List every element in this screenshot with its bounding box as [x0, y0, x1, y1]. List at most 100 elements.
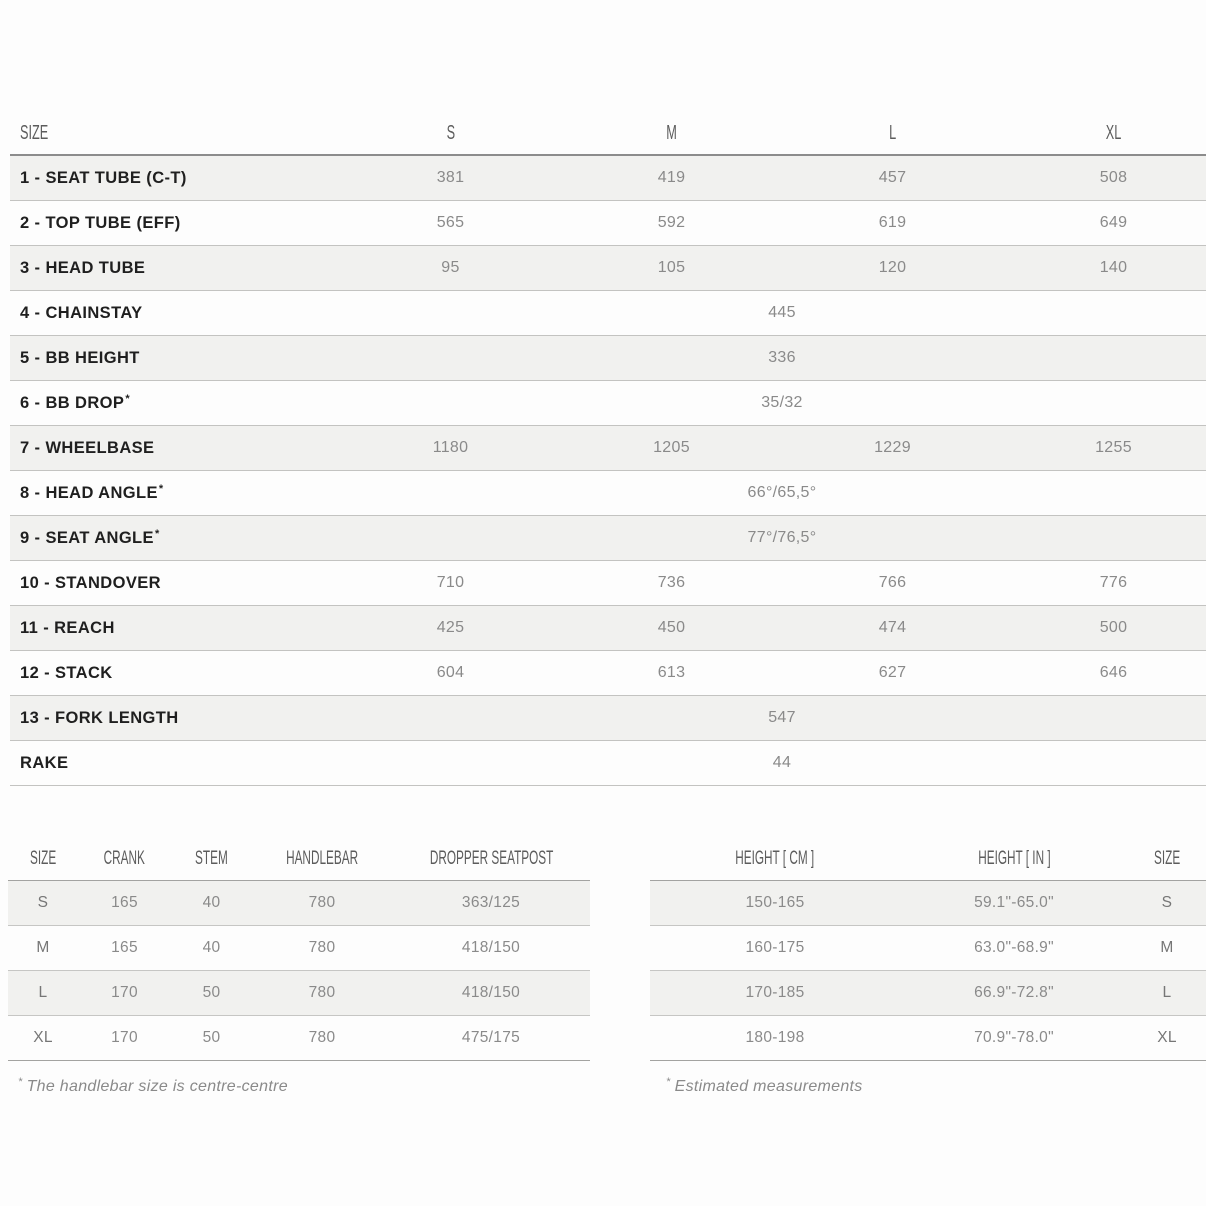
geometry-label-cell: 1 - SEAT TUBE (C-T) [10, 169, 340, 188]
sizing-table: HEIGHT [ CM ] HEIGHT [ IN ] SIZE 150-165… [650, 838, 1206, 1096]
label-asterisk: * [158, 482, 164, 495]
geometry-value: 736 [657, 574, 686, 591]
component-value: 40 [202, 894, 221, 911]
geometry-value: 120 [878, 259, 907, 276]
components-header-stem-cell: STEM [171, 848, 252, 870]
sizing-value: 180-198 [745, 1029, 805, 1046]
components-header-handlebar-cell: HANDLEBAR [252, 848, 392, 870]
components-table: SIZE CRANK STEM HANDLEBAR DROPPER SEATPO… [8, 838, 590, 1096]
component-value: 418/150 [461, 939, 521, 956]
label-asterisk: * [125, 392, 130, 405]
row-label: 10 - STANDOVER [20, 573, 161, 592]
geometry-label-cell: 8 - HEAD ANGLE* [10, 482, 340, 503]
component-value: 170 [111, 1029, 138, 1046]
components-header-dropper-seatpost: DROPPER SEATPOST [429, 848, 554, 869]
geometry-value: 105 [657, 259, 686, 276]
geometry-row: 2 - TOP TUBE (EFF) 565 592 619 649 [10, 200, 1206, 245]
component-value: 418/150 [461, 984, 521, 1001]
components-header-size-cell: SIZE [8, 848, 78, 870]
row-label: 11 - REACH [20, 618, 115, 637]
geometry-value: 766 [878, 574, 907, 591]
row-label: 9 - SEAT ANGLE [20, 528, 154, 547]
footnote-text: Estimated measurements [674, 1078, 863, 1095]
column-header-s: S [446, 121, 455, 144]
sizing-header-row: HEIGHT [ CM ] HEIGHT [ IN ] SIZE [650, 838, 1206, 880]
geometry-value: 1255 [1095, 439, 1132, 456]
geometry-label-cell: RAKE [10, 754, 340, 773]
component-value: 50 [202, 1029, 221, 1046]
sizing-value: 160-175 [745, 939, 805, 956]
geometry-row: 9 - SEAT ANGLE* 77°/76,5° [10, 515, 1206, 560]
row-label: 3 - HEAD TUBE [20, 258, 146, 277]
component-row: S 165 40 780 363/125 [8, 881, 590, 925]
geometry-value-merged: 445 [768, 304, 796, 321]
geometry-row: 12 - STACK 604 613 627 646 [10, 650, 1206, 695]
sizing-row: 160-175 63.0"-68.9" M [650, 925, 1206, 970]
geometry-value: 419 [657, 169, 686, 186]
geometry-value: 619 [878, 214, 907, 231]
geometry-row: 11 - REACH 425 450 474 500 [10, 605, 1206, 650]
geometry-label-cell: 9 - SEAT ANGLE* [10, 527, 340, 548]
geometry-value: 613 [657, 664, 686, 681]
geometry-value: 95 [441, 259, 460, 276]
geometry-value: 1180 [432, 439, 469, 456]
geometry-value: 381 [436, 169, 465, 186]
geometry-row: 13 - FORK LENGTH 547 [10, 695, 1206, 740]
components-header-crank-cell: CRANK [78, 848, 171, 870]
geometry-value: 565 [436, 214, 465, 231]
component-value: 475/175 [461, 1029, 521, 1046]
sizing-value: 70.9"-78.0" [974, 1029, 1054, 1046]
geometry-label-cell: 11 - REACH [10, 619, 340, 638]
geometry-label-cell: 4 - CHAINSTAY [10, 304, 340, 323]
row-label: 1 - SEAT TUBE (C-T) [20, 168, 187, 187]
geometry-value: 646 [1099, 664, 1128, 681]
components-header-dropper-cell: DROPPER SEATPOST [392, 848, 590, 870]
geometry-value: 1229 [874, 439, 911, 456]
footnote-asterisk: * [18, 1076, 23, 1088]
sizing-header-cm-cell: HEIGHT [ CM ] [650, 848, 900, 870]
estimated-footnote: * Estimated measurements [650, 1076, 1206, 1096]
column-header-m: M [666, 121, 677, 144]
column-header-cell-s: S [340, 121, 561, 145]
geometry-value: 450 [657, 619, 686, 636]
component-value: 40 [202, 939, 221, 956]
geometry-row: 5 - BB HEIGHT 336 [10, 335, 1206, 380]
row-label: 12 - STACK [20, 663, 113, 682]
sizing-size-value: S [1161, 894, 1173, 911]
geometry-label-cell: 3 - HEAD TUBE [10, 259, 340, 278]
sizing-rows: 150-165 59.1"-65.0" S 160-175 63.0"-68.9" M 17… [650, 880, 1206, 1061]
geometry-row: 1 - SEAT TUBE (C-T) 381 419 457 508 [10, 156, 1206, 200]
component-row: M 165 40 780 418/150 [8, 925, 590, 970]
column-header-cell-l: L [782, 121, 1003, 145]
geometry-label-cell: 10 - STANDOVER [10, 574, 340, 593]
label-asterisk: * [154, 527, 160, 540]
footnote-asterisk: * [666, 1076, 671, 1088]
column-header-xl: XL [1105, 121, 1122, 144]
geometry-row: 3 - HEAD TUBE 95 105 120 140 [10, 245, 1206, 290]
sizing-size-value: XL [1157, 1029, 1177, 1046]
sizing-row: 170-185 66.9"-72.8" L [650, 970, 1206, 1015]
size-header-cell: SIZE [10, 121, 340, 145]
row-label: 7 - WHEELBASE [20, 438, 155, 457]
component-value: 363/125 [461, 894, 521, 911]
geometry-row: 10 - STANDOVER 710 736 766 776 [10, 560, 1206, 605]
geometry-value-merged: 547 [768, 709, 796, 726]
component-row: L 170 50 780 418/150 [8, 970, 590, 1015]
geometry-row: 7 - WHEELBASE 1180 1205 1229 1255 [10, 425, 1206, 470]
sizing-header-in-cell: HEIGHT [ IN ] [900, 848, 1128, 870]
geometry-value: 604 [436, 664, 465, 681]
row-label: 5 - BB HEIGHT [20, 348, 140, 367]
geometry-value-merged: 35/32 [761, 394, 803, 411]
column-header-cell-m: M [561, 121, 782, 145]
components-header-stem: STEM [195, 848, 228, 869]
geometry-value-merged: 66°/65,5° [747, 484, 817, 501]
component-value: 780 [308, 894, 336, 911]
geometry-rows: 1 - SEAT TUBE (C-T) 381 419 457 508 2 - TOP T… [10, 156, 1206, 786]
geometry-value: 425 [436, 619, 465, 636]
geometry-label-cell: 13 - FORK LENGTH [10, 709, 340, 728]
geometry-label-cell: 5 - BB HEIGHT [10, 349, 340, 368]
sizing-size-value: L [1162, 984, 1172, 1001]
row-label: 6 - BB DROP [20, 393, 125, 412]
geometry-value-merged: 44 [772, 754, 792, 771]
handlebar-footnote: * The handlebar size is centre-centre [8, 1076, 590, 1096]
